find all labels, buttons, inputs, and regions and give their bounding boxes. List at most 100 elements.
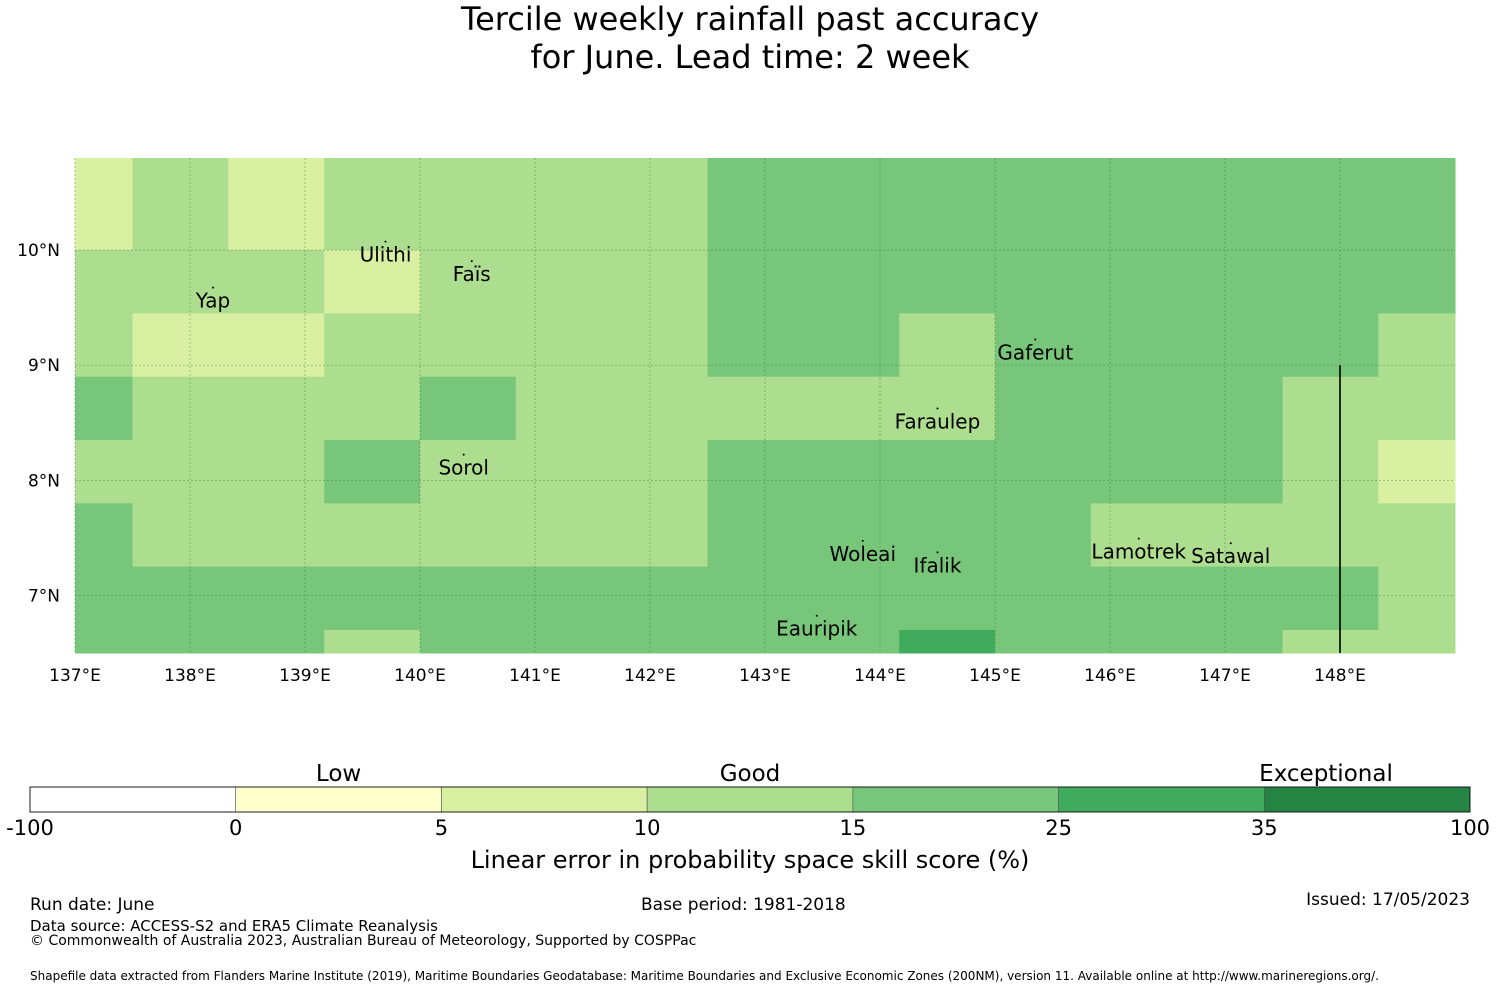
colorbar-frame (29, 786, 1471, 813)
skill-cell (1378, 158, 1456, 251)
skill-cell (707, 158, 804, 251)
colorbar-category-label: Good (720, 761, 781, 787)
colorbar-bin (1263, 786, 1471, 813)
island-marker (1034, 338, 1037, 341)
colorbar-tick-label: 0 (229, 816, 242, 840)
skill-grid-layer (75, 158, 1456, 654)
skill-cell (132, 250, 229, 314)
island-label: Woleai (829, 542, 896, 566)
island-label: Sorol (438, 456, 489, 480)
skill-cell (611, 566, 708, 631)
skill-cell (1378, 313, 1456, 378)
skill-cell (324, 376, 421, 441)
skill-cell (1378, 250, 1456, 314)
skill-cell (1378, 440, 1456, 504)
skill-cell (324, 566, 421, 631)
skill-cell (75, 313, 133, 378)
skill-cell (899, 629, 996, 654)
island-label: Ifalik (914, 553, 962, 577)
skill-cell (707, 629, 804, 654)
skill-cell (1186, 158, 1283, 251)
skill-cell (611, 503, 708, 568)
skill-cell (1378, 503, 1456, 568)
skill-cell (611, 313, 708, 378)
skill-cell (132, 440, 229, 504)
skill-cell (707, 313, 804, 378)
skill-cell (132, 158, 229, 251)
colorbar-bin (1058, 786, 1265, 813)
skill-cell (228, 376, 325, 441)
skill-cell (132, 376, 229, 441)
skill-cell (995, 629, 1092, 654)
skill-cell (1186, 313, 1283, 378)
skill-cell (1282, 566, 1379, 631)
skill-cell (420, 250, 517, 314)
skill-cell (1282, 313, 1379, 378)
skill-cell (707, 440, 804, 504)
lon-tick-label: 138°E (164, 666, 216, 686)
issued-date: Issued: 17/05/2023 (1306, 890, 1470, 910)
skill-cell (803, 503, 900, 568)
colorbar-tick-label: 5 (435, 816, 448, 840)
skill-cell (228, 158, 325, 251)
title-line-2: for June. Lead time: 2 week (530, 38, 970, 76)
colorbar-tick-label: 10 (634, 816, 661, 840)
island-marker (936, 407, 939, 410)
skill-cell (132, 629, 229, 654)
island-marker (212, 286, 214, 289)
skill-cell (995, 440, 1092, 504)
skill-cell (707, 250, 804, 314)
lon-tick-label: 140°E (394, 666, 446, 686)
island-label: Ulithi (360, 243, 412, 267)
skill-cell (1090, 566, 1188, 631)
skill-cell (1282, 250, 1379, 314)
skill-cell (132, 503, 229, 568)
skill-cell (324, 250, 421, 314)
colorbar: -100 0 5 10 15 25 35 100 Low Good Exceptional Linea… (6, 761, 1490, 874)
lon-tick-label: 146°E (1084, 666, 1136, 686)
skill-cell (75, 158, 133, 251)
lat-tick-label: 10°N (17, 241, 60, 261)
skill-cell (803, 250, 900, 314)
skill-cell (803, 629, 900, 654)
skill-cell (1378, 566, 1456, 631)
skill-cell (1282, 440, 1379, 504)
copyright: © Commonwealth of Australia 2023, Austra… (30, 933, 697, 949)
island-label: Faïs (453, 262, 491, 286)
skill-cell (515, 566, 613, 631)
skill-cell (132, 313, 229, 378)
skill-cell (324, 313, 421, 378)
skill-cell (707, 376, 804, 441)
lon-tick-label: 147°E (1199, 666, 1251, 686)
skill-cell (707, 566, 804, 631)
skill-cell (995, 250, 1092, 314)
colorbar-tick-label: 100 (1450, 816, 1490, 840)
skill-cell (228, 566, 325, 631)
colorbar-bin (852, 786, 1059, 813)
skill-cell (1186, 629, 1283, 654)
skill-cell (803, 313, 900, 378)
skill-cell (611, 376, 708, 441)
skill-cell (75, 629, 133, 654)
skill-cell (899, 566, 996, 631)
skill-cell (75, 440, 133, 504)
skill-cell (515, 313, 613, 378)
skill-cell (1186, 503, 1283, 568)
lon-tick-label: 137°E (49, 666, 101, 686)
skill-cell (611, 250, 708, 314)
lon-tick-label: 143°E (739, 666, 791, 686)
skill-cell (803, 566, 900, 631)
lat-tick-label: 9°N (28, 356, 60, 376)
island-marker (861, 539, 864, 542)
skill-cell (995, 566, 1092, 631)
colorbar-category-label: Exceptional (1259, 761, 1393, 787)
skill-cell (899, 158, 996, 251)
skill-cell (1186, 376, 1283, 441)
lon-tick-label: 142°E (624, 666, 676, 686)
skill-cell (1282, 629, 1379, 654)
island-labels-layer: Yap Ulithi Faïs Gaferut Faraulep Sorol Woleai I… (195, 240, 1270, 641)
colorbar-bin (441, 786, 648, 813)
lon-tick-label: 139°E (279, 666, 331, 686)
skill-cell (228, 440, 325, 504)
skill-cell (420, 629, 517, 654)
